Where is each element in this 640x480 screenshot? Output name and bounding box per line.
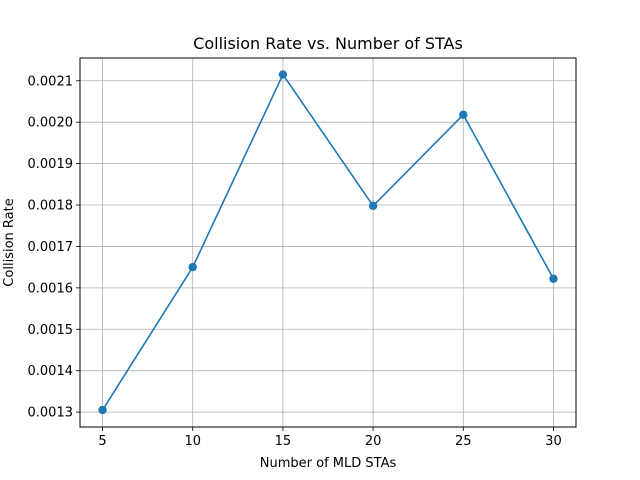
data-point: [278, 70, 288, 79]
y-tick-label: 0.0016: [28, 281, 74, 296]
series-line: [101, 73, 555, 411]
chart-title: Collision Rate vs. Number of STAs: [193, 34, 463, 53]
y-axis-ticks: 0.0013 0.0014 0.0015 0.0016 0.0017 0.0018 0.00…: [28, 74, 80, 421]
y-tick-label: 0.0019: [28, 157, 74, 172]
y-tick-label: 0.0014: [28, 364, 74, 379]
data-point: [549, 274, 558, 283]
data-point: [98, 405, 107, 415]
y-tick-label: 0.0013: [28, 406, 74, 421]
data-point: [188, 262, 197, 272]
y-tick-label: 0.0017: [28, 240, 74, 255]
data-point: [459, 110, 468, 119]
grid: [80, 58, 576, 427]
y-axis-label: Collision Rate: [2, 198, 17, 286]
x-tick-label: 15: [275, 434, 292, 449]
x-tick-label: 20: [365, 434, 382, 449]
y-tick-label: 0.0021: [28, 74, 74, 89]
y-tick-label: 0.0020: [28, 116, 74, 131]
x-axis-ticks: 5 10 15 20 25 30: [98, 427, 562, 449]
x-tick-label: 25: [455, 434, 472, 449]
series-layer: [98, 70, 558, 415]
x-tick-label: 5: [98, 434, 106, 449]
x-tick-label: 10: [184, 434, 201, 449]
y-tick-label: 0.0015: [28, 323, 74, 338]
y-tick-label: 0.0018: [28, 199, 74, 214]
plot-frame: [79, 57, 577, 428]
x-tick-label: 30: [545, 434, 562, 449]
data-point: [368, 201, 378, 211]
x-axis-label: Number of MLD STAs: [260, 456, 397, 471]
